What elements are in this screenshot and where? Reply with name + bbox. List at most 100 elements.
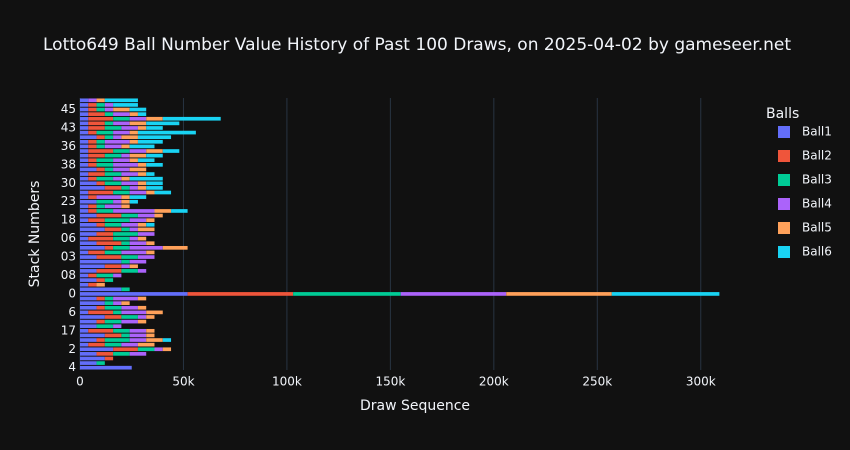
bar-segment bbox=[80, 259, 122, 264]
x-axis-title: Draw Sequence bbox=[360, 398, 470, 414]
legend-swatch bbox=[778, 198, 790, 210]
bar-segment bbox=[80, 195, 89, 199]
bar-segment bbox=[146, 163, 163, 167]
bar-segment bbox=[121, 301, 130, 305]
bar-segment bbox=[80, 315, 105, 319]
bar-segment bbox=[96, 167, 105, 172]
legend-swatch bbox=[778, 126, 790, 138]
bar-segment bbox=[137, 232, 155, 236]
bar-segment bbox=[113, 158, 130, 163]
legend-swatch bbox=[778, 246, 790, 258]
bar-segment bbox=[137, 158, 155, 163]
bar-segment bbox=[88, 209, 97, 213]
bar-segment bbox=[129, 186, 138, 190]
bar-segment bbox=[121, 153, 130, 158]
y-tick-label: 18 bbox=[61, 213, 76, 227]
bar-segment bbox=[96, 324, 114, 329]
bar-segment bbox=[80, 278, 97, 282]
bar-segment bbox=[96, 163, 114, 167]
bar-segment bbox=[88, 139, 97, 144]
bar-segment bbox=[293, 292, 401, 296]
bar-segment bbox=[104, 139, 130, 144]
bar-segment bbox=[113, 176, 122, 181]
bar-segment bbox=[96, 103, 105, 107]
bar-segment bbox=[80, 282, 89, 287]
bar-segment bbox=[104, 222, 122, 227]
bar-segment bbox=[80, 199, 97, 204]
bar-segment bbox=[80, 301, 105, 305]
bar-segment bbox=[104, 315, 122, 319]
legend-label: Ball3 bbox=[802, 173, 832, 187]
bar-segment bbox=[104, 172, 122, 176]
bar-segment bbox=[137, 305, 147, 310]
x-tick-label: 250k bbox=[582, 375, 612, 389]
bar-segment bbox=[80, 328, 89, 333]
bar-segment bbox=[104, 319, 122, 324]
bar-segment bbox=[104, 338, 130, 342]
bar-segment bbox=[88, 236, 114, 241]
bar-segment bbox=[80, 250, 89, 255]
bar-segment bbox=[137, 347, 155, 352]
bar-segment bbox=[80, 356, 105, 361]
bar-segment bbox=[96, 204, 105, 209]
legend-swatch bbox=[778, 150, 790, 162]
y-tick-label: 03 bbox=[61, 250, 76, 264]
legend-title: Balls bbox=[766, 106, 799, 122]
bar-segment bbox=[129, 241, 147, 246]
bar-segment bbox=[80, 287, 122, 292]
bar-segment bbox=[113, 236, 130, 241]
bar-segment bbox=[121, 264, 130, 269]
bar-segment bbox=[88, 153, 105, 158]
bar-segment bbox=[162, 149, 180, 153]
bar-segment bbox=[96, 232, 114, 236]
bar-segment bbox=[80, 310, 89, 315]
bar-segment bbox=[80, 144, 89, 149]
bar-segment bbox=[80, 296, 97, 301]
bar-segment bbox=[80, 333, 105, 338]
y-tick-label: 0 bbox=[68, 286, 76, 300]
bar-segment bbox=[121, 199, 130, 204]
bar-segment bbox=[104, 333, 122, 338]
legend-swatch bbox=[778, 174, 790, 186]
bar-segment bbox=[162, 245, 188, 250]
bar-segment bbox=[129, 130, 138, 135]
bar-segment bbox=[80, 172, 89, 176]
bar-segment bbox=[80, 103, 89, 107]
bar-segment bbox=[121, 342, 138, 347]
bar-segment bbox=[129, 116, 147, 121]
bar-segment bbox=[121, 305, 138, 310]
x-tick-label: 200k bbox=[479, 375, 509, 389]
x-tick-label: 0 bbox=[76, 375, 84, 389]
bar-segment bbox=[88, 112, 105, 116]
bar-segment bbox=[80, 338, 97, 342]
bar-segment bbox=[104, 181, 122, 186]
bar-segment bbox=[80, 342, 89, 347]
bar-segment bbox=[96, 139, 105, 144]
bar-segment bbox=[80, 149, 89, 153]
bar-segment bbox=[121, 269, 138, 273]
bar-segment bbox=[146, 190, 155, 195]
bar-segment bbox=[96, 199, 114, 204]
bar-segment bbox=[146, 333, 155, 338]
bar-segment bbox=[104, 204, 122, 209]
bar-segment bbox=[113, 167, 130, 172]
bar-segment bbox=[80, 190, 89, 195]
bar-segment bbox=[129, 199, 138, 204]
bar-segment bbox=[113, 347, 138, 352]
bar-segment bbox=[171, 209, 188, 213]
bar-segment bbox=[80, 236, 89, 241]
bar-segment bbox=[80, 107, 89, 112]
bar-segment bbox=[162, 347, 172, 352]
bar-segment bbox=[80, 181, 97, 186]
bar-segment bbox=[104, 305, 122, 310]
bar-segment bbox=[96, 130, 114, 135]
bar-segment bbox=[96, 269, 122, 273]
bar-segment bbox=[146, 186, 163, 190]
bar-segment bbox=[104, 301, 114, 305]
bar-segment bbox=[96, 241, 122, 246]
bar-segment bbox=[104, 250, 122, 255]
bar-segment bbox=[146, 149, 163, 153]
bar-segment bbox=[80, 264, 105, 269]
bar-segment bbox=[104, 278, 114, 282]
bar-segment bbox=[146, 222, 155, 227]
